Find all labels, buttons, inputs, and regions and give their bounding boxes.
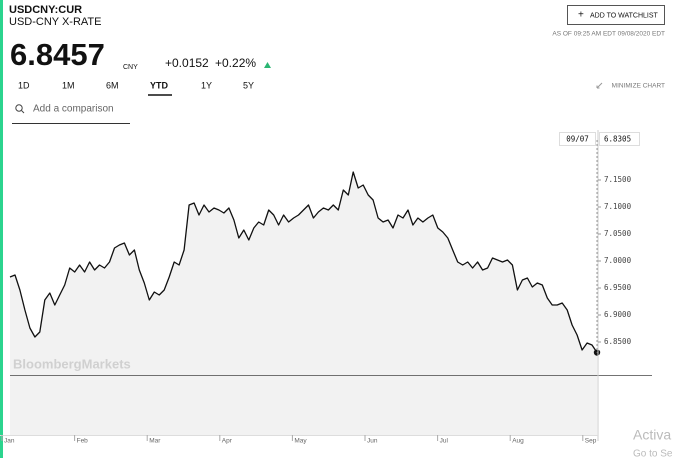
price: 6.8457 xyxy=(10,37,105,72)
x-tick-label: Jun xyxy=(367,438,378,445)
x-tick-label: May xyxy=(294,438,307,445)
y-tick-label: 7.1500 xyxy=(604,175,632,184)
x-tick-label: Sep xyxy=(585,438,597,445)
timestamp: AS OF 09:25 AM EDT 09/08/2020 EDT xyxy=(552,31,665,38)
x-tick-label: Aug xyxy=(512,438,524,445)
accent-bar xyxy=(0,0,3,458)
crosshair-value-box xyxy=(599,132,640,146)
range-button[interactable]: 1Y xyxy=(201,80,212,90)
currency: CNY xyxy=(123,64,138,71)
instrument-name: USD-CNY X-RATE xyxy=(9,16,102,28)
minimize-icon xyxy=(596,82,603,89)
search-icon-handle xyxy=(21,110,25,114)
range-button[interactable]: YTD xyxy=(150,80,169,90)
range-button[interactable]: 1M xyxy=(62,80,75,90)
x-tick-label: Jul xyxy=(440,438,449,445)
range-button[interactable]: 6M xyxy=(106,80,119,90)
minimize-chart[interactable]: MINIMIZE CHART xyxy=(612,83,665,90)
button-label: ADD TO WATCHLIST xyxy=(590,12,659,19)
range-button[interactable]: 1D xyxy=(18,80,30,90)
y-tick-label: 7.1000 xyxy=(604,202,632,211)
area xyxy=(10,172,597,435)
y-tick-label: 6.8500 xyxy=(604,337,632,346)
change-pct: +0.22% xyxy=(215,56,256,70)
y-tick-label: 6.9500 xyxy=(604,283,632,292)
crosshair-date-box xyxy=(559,132,596,146)
watchlist-button[interactable]: + ADD TO WATCHLIST xyxy=(567,5,665,25)
x-tick-label: Feb xyxy=(77,438,89,445)
os-notice: Activa xyxy=(633,427,671,443)
os-notice: Go to Se xyxy=(633,449,673,458)
comparison-input[interactable]: Add a comparison xyxy=(33,104,114,115)
range-button[interactable]: 5Y xyxy=(243,80,254,90)
y-tick-label: 7.0000 xyxy=(604,256,632,265)
plot: 7.1500 7.1000 7.0500 7.0000 6.9500 6.9000 6.85… xyxy=(0,130,652,445)
button-frame xyxy=(567,5,665,25)
search-icon xyxy=(15,104,23,112)
plus-icon: + xyxy=(578,10,584,21)
up-arrow xyxy=(264,62,271,68)
y-tick-label: 6.9000 xyxy=(604,310,632,319)
change: +0.0152 xyxy=(165,56,209,70)
x-tick-label: Jan xyxy=(4,438,15,445)
crosshair-value: 6.8305 xyxy=(604,135,631,144)
y-tick-label: 7.0500 xyxy=(604,229,632,238)
x-tick-label: Apr xyxy=(222,438,233,445)
price-line xyxy=(9,171,598,353)
x-tick-label: Mar xyxy=(149,438,161,445)
watermark: BloombergMarkets xyxy=(13,356,131,371)
ticker: USDCNY:CUR xyxy=(9,4,82,16)
crosshair-date: 09/07 xyxy=(566,135,589,144)
